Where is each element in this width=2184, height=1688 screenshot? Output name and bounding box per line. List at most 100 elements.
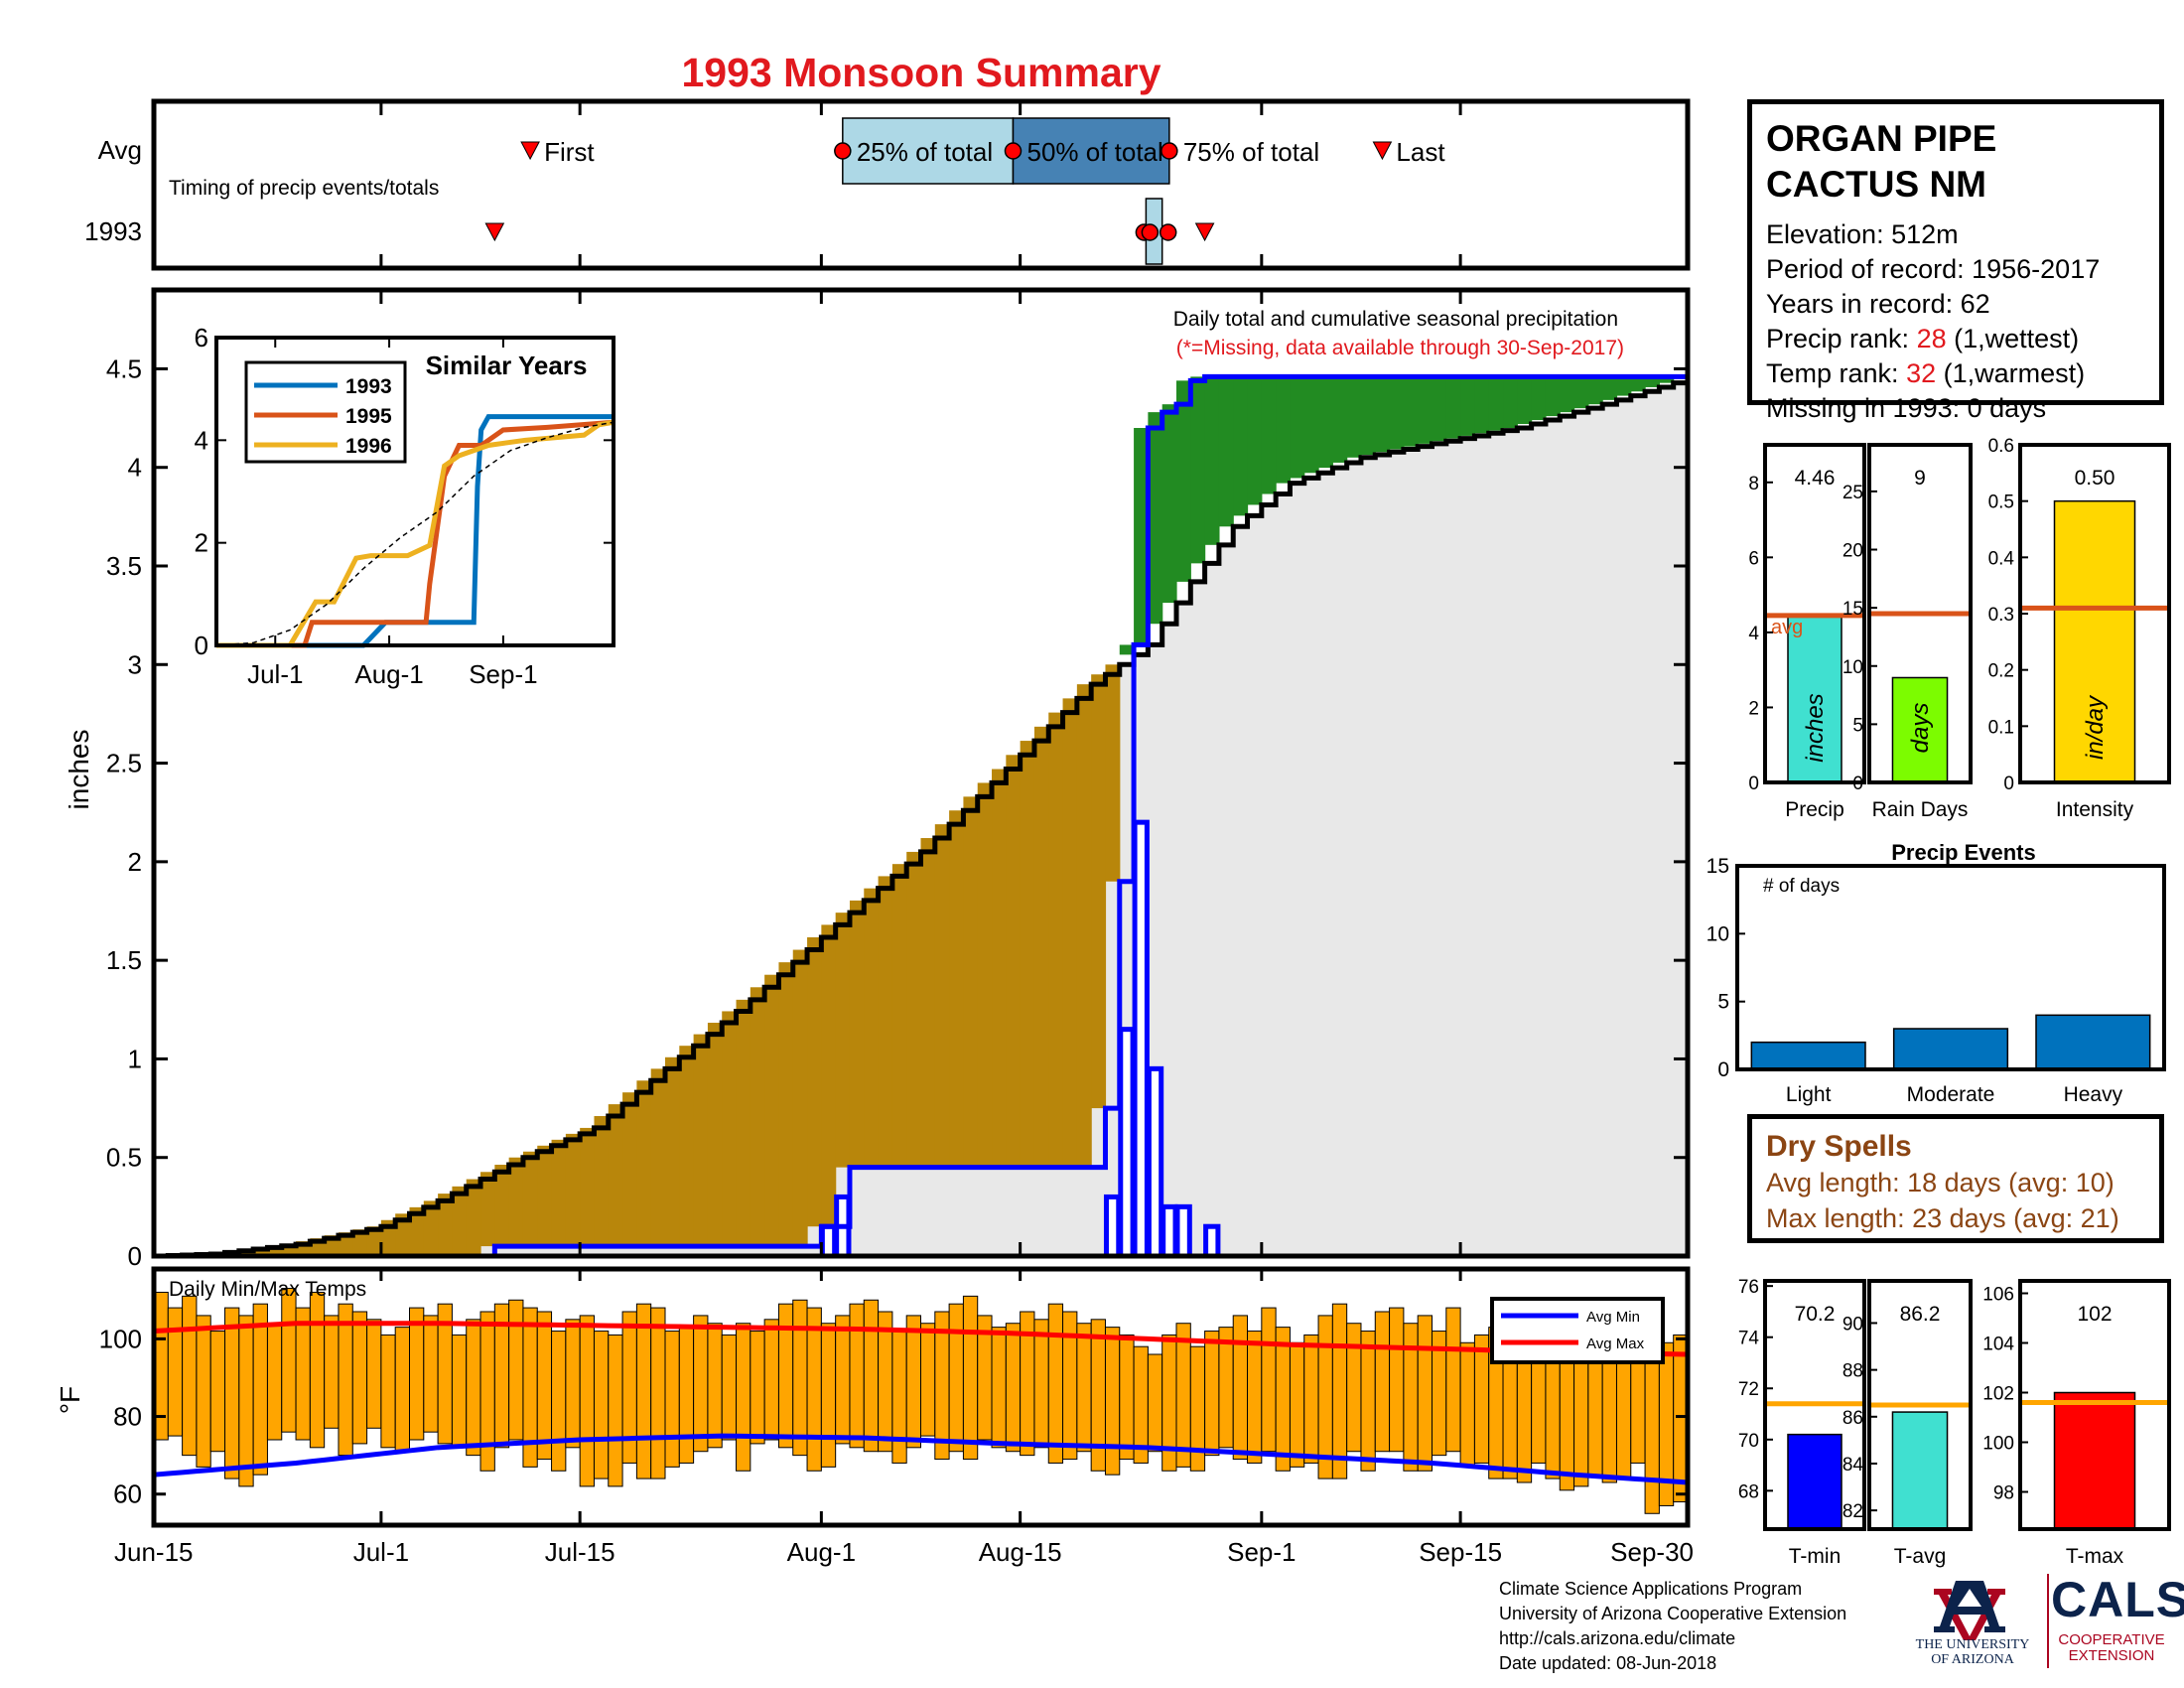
precip-events-chart: Precip Events Light Moderate Heavy 0 5 10 15 #… [1706,840,2166,1106]
tmax-chart-value-bar [2053,1391,2136,1530]
daily-temp-bar [849,1303,865,1449]
precip-frame [151,287,1691,1259]
date-tick-label: Sep-15 [1419,1537,1502,1567]
intensity-chart: 0.50 in/day 0 0.1 0.2 0.3 0.4 0.5 0.6 Intensity [1988,436,2171,821]
below-average-area [934,824,950,1168]
inset-y-tick-label: 0 [195,631,208,660]
daily-temp-bar [366,1319,382,1429]
precip-total-chart-y-tick-label: 0 [1748,774,1759,794]
daily-temp-bar [1473,1334,1490,1464]
station-years: Years in record: 62 [1766,289,1990,319]
below-average-area [380,1219,396,1256]
daily-temp-bar [948,1303,964,1453]
precip-total-chart-y-tick-label: 2 [1748,698,1759,719]
rain-days-chart: 9 days 0 5 10 15 20 25 Rain Days [1843,443,1973,821]
daily-precip-bar [1103,1194,1122,1259]
daily-temp-bar [1573,1361,1589,1487]
rain-days-chart-y-tick-label: 20 [1843,541,1863,562]
below-average-area [707,1023,723,1247]
precip-events-title: Precip Events [1891,840,2036,865]
below-average-area [480,1172,495,1247]
intensity-chart-y-tick-label: 0.6 [1988,436,2014,457]
above-average-area [1360,376,1376,456]
below-average-area [338,1232,353,1256]
below-average-area [522,1151,538,1247]
below-average-area [750,987,765,1247]
daily-temp-bar [806,1307,822,1472]
above-average-area [1545,376,1561,417]
daily-temp-bar [309,1291,326,1449]
avg-last-label: Last [1396,137,1445,167]
average-cumulative-line [154,378,1691,1259]
daily-temp-bar [891,1331,907,1464]
below-average-area [537,1145,553,1247]
ua-a-mark-shadow [1934,1589,2005,1640]
station-info-box: ORGAN PIPE CACTUS NM Elevation: 512m Per… [1747,99,2164,423]
above-average-area [1389,376,1405,450]
temp-y-tick-label: 80 [113,1402,142,1432]
daily-temp-bar [920,1323,936,1437]
above-average-area [1176,380,1191,582]
below-average-area [693,1034,709,1247]
intensity-chart-title: Intensity [2056,798,2134,821]
precip-y-tick-label: 2 [128,847,142,877]
tmax-chart-y-tick-label: 102 [1982,1384,2014,1405]
above-average-area [1247,376,1263,505]
above-average-area [1531,376,1547,421]
inset-series-line [216,414,614,648]
daily-temp-bar [579,1315,595,1487]
below-average-area [665,1056,680,1247]
year-last-marker [1194,222,1215,242]
date-tick-label: Aug-15 [979,1537,1062,1567]
below-average-area [736,999,751,1247]
precip-total-chart-avg-label: avg [1771,617,1803,638]
above-average-area [1261,376,1277,494]
date-tick-label: Sep-30 [1610,1537,1694,1567]
daily-temp-bar [707,1323,723,1449]
average-area-gray [154,378,1688,1256]
daily-temp-bar [224,1307,240,1479]
year-p75-marker [1159,223,1177,241]
daily-temp-bar [835,1315,851,1445]
inset-frame [214,336,615,647]
missing-days: Missing in 1993: 0 days [1766,393,2047,423]
above-average-area [1318,376,1333,469]
below-average-area [267,1245,283,1256]
daily-temp-bar [536,1311,553,1461]
above-average-area [1445,376,1461,439]
tmin-chart-value-bar [1787,1433,1843,1530]
daily-temp-bar [466,1319,481,1457]
temp-rank-label: Temp rank: [1766,358,1907,388]
daily-temp-bar [423,1315,439,1433]
tavg-chart-value-label: 86.2 [1900,1303,1941,1326]
daily-temp-bar [664,1331,680,1468]
below-average-area [409,1206,425,1256]
inset-y-tick-label: 2 [195,528,208,558]
daily-temp-bar [508,1299,524,1441]
precip-events-y-tick-label: 5 [1717,991,1729,1014]
daily-temp-bar [1247,1331,1263,1464]
above-average-area [1303,376,1319,474]
tmin-chart: 70.2 68 70 72 74 76 T-min [1738,1277,1866,1568]
daily-temp-bar [409,1307,425,1441]
daily-temp-bar [1047,1303,1064,1464]
above-average-area [1418,376,1433,444]
precip-total-chart-title: Precip [1785,798,1844,821]
daily-temp-bar [1445,1307,1461,1453]
daily-temp-bar [1005,1323,1022,1453]
precip-total-chart-unit-label: inches [1802,693,1829,762]
above-average-area [1573,376,1589,409]
daily-temp-bar [792,1299,808,1457]
daily-precip-bar [1174,1203,1192,1259]
precip-rank-note: (1,wettest) [1946,324,2080,353]
daily-temp-bar [721,1334,738,1441]
daily-temp-bar [252,1303,268,1476]
daily-temp-bar [991,1327,1007,1449]
daily-temp-bar [1289,1341,1305,1468]
below-average-area [1062,698,1078,1168]
tmin-chart-y-tick-label: 68 [1738,1481,1759,1502]
below-average-area [1006,755,1022,1168]
daily-temp-bar [1104,1327,1121,1476]
daily-temp-bar [763,1319,779,1441]
daily-temp-bar [593,1331,610,1479]
